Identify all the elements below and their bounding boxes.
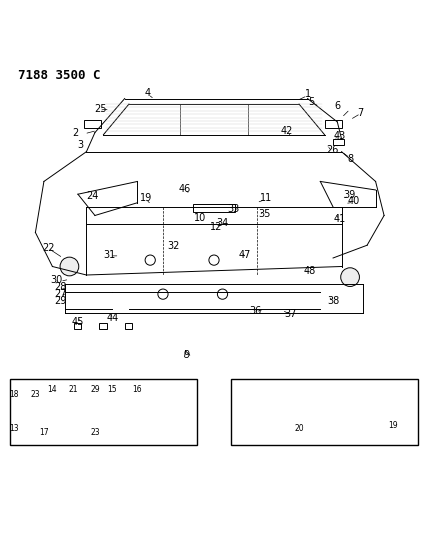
Text: 47: 47 (238, 249, 251, 260)
Text: 33: 33 (227, 204, 239, 214)
Text: 27: 27 (54, 289, 66, 299)
Text: 43: 43 (333, 131, 345, 141)
FancyBboxPatch shape (84, 120, 101, 128)
Text: 14: 14 (48, 385, 57, 394)
Bar (265, 396, 350, 428)
Text: 46: 46 (178, 184, 190, 194)
Text: 19: 19 (388, 422, 398, 431)
Bar (10, 379, 197, 445)
Text: 42: 42 (281, 126, 293, 136)
Bar (69, 398, 104, 424)
Text: 28: 28 (54, 282, 66, 292)
Circle shape (158, 289, 168, 299)
Text: 7188 3500 C: 7188 3500 C (18, 69, 101, 82)
Text: 18: 18 (23, 391, 35, 401)
Text: 3: 3 (77, 140, 83, 150)
Text: 22: 22 (42, 243, 54, 253)
Text: 13: 13 (9, 424, 19, 433)
Circle shape (60, 257, 79, 276)
FancyBboxPatch shape (333, 139, 344, 146)
Text: 4: 4 (145, 88, 151, 98)
Text: 17: 17 (76, 415, 88, 425)
Text: 36: 36 (250, 306, 262, 316)
Text: 23: 23 (30, 390, 40, 399)
Text: 38: 38 (328, 295, 340, 305)
Text: 16: 16 (133, 385, 142, 394)
Text: 12: 12 (210, 222, 222, 232)
Text: 9: 9 (183, 350, 190, 360)
Text: 31: 31 (104, 249, 116, 260)
Text: 7: 7 (357, 108, 364, 118)
FancyBboxPatch shape (74, 324, 81, 328)
Text: 25: 25 (94, 104, 106, 114)
Text: 32: 32 (167, 241, 180, 251)
Text: 37: 37 (284, 309, 297, 319)
Text: 17: 17 (39, 428, 49, 437)
Circle shape (217, 289, 228, 299)
Text: 18: 18 (9, 390, 19, 399)
Text: 44: 44 (107, 313, 119, 324)
Bar (256, 387, 376, 434)
FancyBboxPatch shape (125, 324, 132, 328)
Text: 29: 29 (90, 385, 100, 394)
Text: 20: 20 (294, 424, 304, 433)
Text: 48: 48 (303, 266, 316, 276)
Bar (231, 379, 418, 445)
Text: 21: 21 (101, 389, 113, 399)
Text: 24: 24 (86, 191, 99, 201)
Text: 26: 26 (326, 146, 339, 156)
Text: 11: 11 (260, 193, 272, 204)
Text: 23: 23 (71, 415, 83, 425)
Text: 15: 15 (107, 385, 117, 394)
Circle shape (341, 268, 360, 286)
Text: 35: 35 (258, 209, 270, 219)
Text: 1: 1 (304, 90, 311, 99)
FancyBboxPatch shape (193, 205, 235, 212)
Text: 29: 29 (54, 296, 66, 306)
Text: 23: 23 (90, 428, 100, 437)
Text: 19: 19 (140, 193, 152, 204)
Text: 40: 40 (348, 196, 360, 206)
Text: 39: 39 (343, 190, 355, 200)
Text: 30: 30 (51, 275, 63, 285)
FancyBboxPatch shape (99, 324, 107, 328)
FancyBboxPatch shape (324, 120, 342, 128)
Text: 10: 10 (194, 213, 207, 223)
Circle shape (209, 255, 219, 265)
Text: 6: 6 (334, 101, 340, 111)
Text: 2: 2 (73, 127, 79, 138)
Text: 34: 34 (217, 218, 229, 228)
Circle shape (145, 255, 155, 265)
Text: 41: 41 (333, 214, 345, 224)
Text: 13: 13 (19, 400, 31, 410)
Text: 8: 8 (347, 155, 353, 164)
Text: 15: 15 (136, 387, 148, 397)
Text: 21: 21 (69, 385, 78, 394)
Text: 5: 5 (309, 96, 315, 107)
Text: 14: 14 (78, 391, 90, 401)
Text: 16: 16 (157, 388, 169, 398)
Text: 20: 20 (300, 418, 313, 428)
Text: 45: 45 (72, 317, 84, 327)
